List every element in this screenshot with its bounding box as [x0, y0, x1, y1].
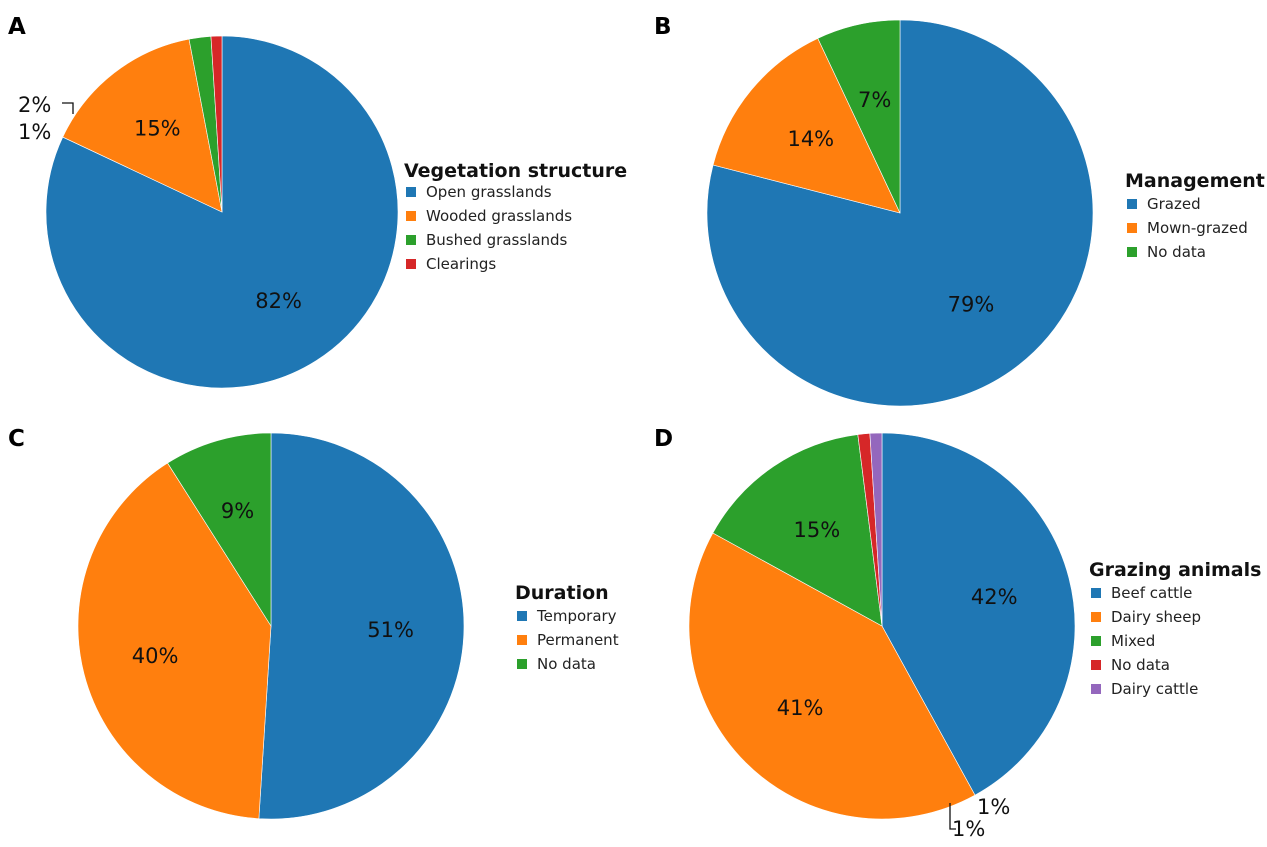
- pie-slice-grazed: [706, 19, 1094, 407]
- legend-swatch-mixed: [1091, 636, 1101, 646]
- panel-letter: B: [654, 14, 672, 40]
- legend-swatch-dairy-cattle: [1091, 684, 1101, 694]
- legend-swatch-temporary: [517, 611, 527, 621]
- legend-label-wooded-grasslands: Wooded grasslands: [426, 207, 572, 225]
- legend-swatch-dairy-sheep: [1091, 612, 1101, 622]
- legend-swatch-beef-cattle: [1091, 588, 1101, 598]
- slice-label-bushed-grasslands: 2%: [18, 93, 51, 117]
- legend: Duration Temporary Permanent No data: [515, 582, 619, 673]
- legend-swatch-permanent: [517, 635, 527, 645]
- legend-title: Management: [1125, 170, 1265, 192]
- legend-swatch-wooded-grasslands: [406, 211, 416, 221]
- pie-slice-beef-cattle: [881, 432, 1076, 796]
- pie-slice-wooded-grasslands: [62, 38, 223, 213]
- legend-swatch-no-data: [1127, 247, 1137, 257]
- pie-slices: [706, 19, 1094, 407]
- legend-label-beef-cattle: Beef cattle: [1111, 584, 1192, 602]
- slice-label-no-data: 7%: [858, 88, 891, 112]
- legend-label-dairy-sheep: Dairy sheep: [1111, 608, 1201, 626]
- legend-label-clearings: Clearings: [426, 255, 496, 273]
- legend-swatch-bushed-grasslands: [406, 235, 416, 245]
- slice-labels: 79% 14% 7%: [787, 88, 994, 317]
- panel-letter: D: [654, 426, 673, 452]
- slice-label-mixed: 15%: [794, 518, 841, 542]
- legend-title: Vegetation structure: [404, 160, 627, 182]
- pie-slices: [688, 432, 1076, 820]
- slice-label-grazed: 79%: [948, 293, 995, 317]
- legend-label-grazed: Grazed: [1147, 195, 1201, 213]
- pie-slice-dairy-sheep: [688, 532, 976, 820]
- slice-label-dairy-sheep: 41%: [777, 696, 824, 720]
- pie-panel-b: B 79% 14% 7% Management Grazed Mown-grazed No d…: [654, 14, 1265, 407]
- pie-slice-temporary: [258, 432, 465, 820]
- slice-labels: 42% 41% 15% 1%1%: [777, 518, 1018, 841]
- legend-swatch-grazed: [1127, 199, 1137, 209]
- legend-label-permanent: Permanent: [537, 631, 619, 649]
- legend-label-no-data: No data: [1111, 656, 1170, 674]
- legend-swatch-mown-grazed: [1127, 223, 1137, 233]
- legend-swatch-no-data: [1091, 660, 1101, 670]
- legend-title: Duration: [515, 582, 609, 604]
- legend-swatch-clearings: [406, 259, 416, 269]
- pie-slice-clearings: [210, 35, 223, 213]
- slice-label-open-grasslands: 82%: [255, 289, 302, 313]
- slice-label-no-data: 9%: [221, 499, 254, 523]
- slice-label-beef-cattle: 42%: [971, 585, 1018, 609]
- pie-slices: [77, 432, 465, 820]
- slice-label-permanent: 40%: [132, 644, 179, 668]
- leader-line: [62, 102, 74, 114]
- leader-line: [949, 803, 956, 830]
- slice-label-no-data: 1%: [952, 817, 985, 841]
- legend-label-mown-grazed: Mown-grazed: [1147, 219, 1248, 237]
- legend-label-no-data: No data: [1147, 243, 1206, 261]
- slice-label-mown-grazed: 14%: [787, 127, 834, 151]
- legend-label-temporary: Temporary: [536, 607, 617, 625]
- legend-label-mixed: Mixed: [1111, 632, 1155, 650]
- slice-labels: 51% 40% 9%: [132, 499, 414, 668]
- panel-letter: A: [8, 14, 26, 40]
- legend: Management Grazed Mown-grazed No data: [1125, 170, 1265, 261]
- legend-title: Grazing animals: [1089, 559, 1261, 581]
- slice-label-dairy-cattle: 1%: [977, 795, 1010, 819]
- pie-panel-d: D 42% 41% 15% 1%1% Grazing animals Beef cattle…: [654, 426, 1261, 841]
- slice-label-temporary: 51%: [367, 618, 414, 642]
- pie-slice-no-data: [817, 19, 901, 214]
- pie-panel-c: C 51% 40% 9% Duration Temporary Permanent No da…: [8, 426, 619, 820]
- pie-slice-mown-grazed: [712, 37, 901, 214]
- legend-swatch-no-data: [517, 659, 527, 669]
- panel-letter: C: [8, 426, 25, 452]
- pie-slice-open-grasslands: [45, 35, 399, 389]
- legend: Grazing animals Beef cattle Dairy sheep Mix…: [1089, 559, 1261, 698]
- pie-slice-permanent: [77, 462, 272, 819]
- legend-label-no-data: No data: [537, 655, 596, 673]
- pie-slice-mixed: [712, 434, 883, 627]
- slice-label-clearings: 1%: [18, 120, 51, 144]
- legend-label-bushed-grasslands: Bushed grasslands: [426, 231, 568, 249]
- pie-slice-dairy-cattle: [869, 432, 883, 627]
- legend-swatch-open-grasslands: [406, 187, 416, 197]
- slice-label-wooded-grasslands: 15%: [134, 117, 181, 141]
- slice-labels: 82% 15% 2% 1%: [18, 93, 302, 313]
- pie-slices: [45, 35, 399, 389]
- legend-label-dairy-cattle: Dairy cattle: [1111, 680, 1198, 698]
- pie-slice-no-data: [167, 432, 272, 628]
- legend-label-open-grasslands: Open grasslands: [426, 183, 552, 201]
